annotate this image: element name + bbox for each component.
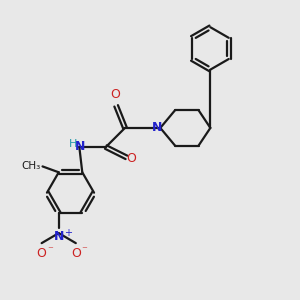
Text: +: +	[64, 228, 72, 239]
Text: O: O	[71, 247, 81, 260]
Text: O: O	[127, 152, 136, 165]
Text: O: O	[110, 88, 120, 101]
Text: O: O	[37, 247, 46, 260]
Text: ⁻: ⁻	[81, 245, 87, 256]
Text: H: H	[69, 139, 77, 149]
Text: CH₃: CH₃	[22, 161, 41, 171]
Text: N: N	[53, 230, 64, 243]
Text: N: N	[75, 140, 85, 153]
Text: N: N	[152, 122, 162, 134]
Text: ⁻: ⁻	[47, 245, 53, 256]
